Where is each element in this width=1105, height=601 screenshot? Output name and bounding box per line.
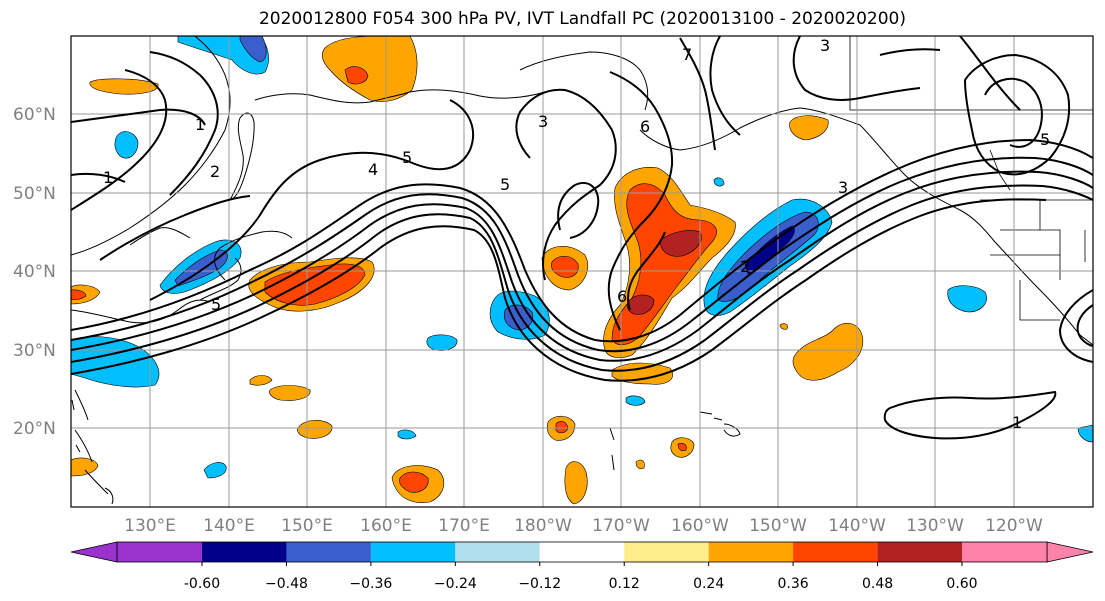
colorbar-segment [370,542,456,562]
positive-anomaly-core [344,66,369,85]
negative-anomaly-blob [203,462,227,479]
colorbar-tick-label: −0.12 [518,576,561,592]
pv-contours [71,36,1093,440]
positive-anomaly-core [399,471,429,493]
positive-anomaly-blob [779,323,788,330]
contour-label: 5 [402,148,412,167]
positive-anomaly-blob [71,457,99,477]
lon-label: 170°W [592,516,650,536]
contour-label: 1 [195,115,205,134]
negative-anomaly-core [239,36,267,63]
contour-label: 6 [640,117,650,136]
lat-label: 40°N [13,262,56,282]
colorbar-tick-label: 0.36 [778,576,809,592]
lat-label: 50°N [13,184,56,204]
colorbar-segment [962,542,1047,562]
colorbar-tick-label: −0.48 [265,576,308,592]
colorbar-segment [202,542,287,562]
positive-anomaly-blob [635,459,645,470]
contour-label: 1 [1012,413,1022,432]
positive-anomaly-blob [297,419,333,439]
negative-anomaly-blob [114,131,139,159]
lat-label: 20°N [13,419,56,439]
lon-label: 140°W [828,516,886,536]
contour-labels: 1 1 2 3 3 3 4 5 5 5 5 6 6 7 1 2 [103,36,1050,432]
contour-label: 1 [103,168,113,187]
contour-label: 3 [838,178,848,197]
negative-anomaly-blob [625,395,646,406]
contour-label: 2 [210,162,220,181]
lon-label: 140°E [203,516,255,536]
contour-label: 3 [538,112,548,131]
lat-label: 30°N [13,341,56,361]
colorbar-tick-label: 0.12 [609,576,640,592]
positive-anomaly-blob [249,375,273,386]
contour-label: 5 [1040,130,1050,149]
positive-anomaly-core [677,442,687,452]
colorbar-segment [117,542,202,562]
colorbar-tick-label: −0.24 [434,576,477,592]
colorbar-tick-label: 0.48 [862,576,893,592]
colorbar-segment [539,542,625,562]
colorbar: -0.60 −0.48 −0.36 −0.24 −0.12 0.12 0.24 0.36 0.4… [70,541,1094,592]
colorbar-extend-low [70,541,118,563]
colorbar-tick-label: −0.36 [349,576,392,592]
colorbar-segment [793,542,878,562]
negative-anomaly-blob [947,285,987,313]
lon-label: 150°W [749,516,807,536]
negative-anomaly-blob [397,429,417,440]
lat-label: 60°N [13,105,56,125]
islands [71,399,741,505]
positive-anomaly-blob [564,461,588,505]
political-borders [849,36,1093,321]
lon-label: 180°W [514,516,572,536]
colorbar-frame [116,541,1048,563]
contour-label: 3 [820,36,830,55]
contour-label: 4 [368,160,378,179]
contour-label: 5 [211,295,221,314]
graticule [71,36,1093,507]
lon-label: 160°E [360,516,412,536]
colorbar-extend-high [1046,541,1094,563]
contour-label: 7 [682,45,692,64]
positive-anomaly-blob [659,230,702,257]
negative-anomaly-blob [713,177,725,187]
colorbar-tick-label: 0.60 [946,576,977,592]
positive-anomaly-core [551,255,579,278]
colorbar-segment [455,542,540,562]
colorbar-tick-label: -0.60 [184,576,220,592]
contour-label: 5 [500,175,510,194]
lon-labels: 130°E 140°E 150°E 160°E 170°E 180°W 170°… [124,516,1043,536]
lon-label: 170°E [438,516,490,536]
colorbar-tick-label: 0.24 [693,576,724,592]
colorbar-segment [708,542,794,562]
lon-label: 160°W [671,516,729,536]
lon-label: 150°E [281,516,333,536]
lon-label: 120°W [985,516,1043,536]
positive-anomaly-blob [789,115,829,141]
negative-anomaly-blob [1077,424,1093,443]
lat-labels: 20°N 30°N 40°N 50°N 60°N [13,105,56,439]
positive-anomaly-blob [626,294,655,315]
lon-label: 130°W [906,516,964,536]
positive-anomaly-blob [269,385,311,401]
colorbar-segment [624,542,709,562]
positive-anomaly-blob [792,322,864,381]
colorbar-segment [877,542,962,562]
negative-anomaly-blob [426,334,458,351]
contour-label: 6 [617,287,627,306]
map-frame [70,35,1094,508]
lon-label: 130°E [124,516,176,536]
colorbar-segment [286,542,371,562]
map-plot-area: 1 1 2 3 3 3 4 5 5 5 5 6 6 7 1 2 [71,36,1093,507]
contour-label: 2 [740,257,750,276]
map-title: 2020012800 F054 300 hPa PV, IVT Landfall… [258,9,906,29]
coastlines [71,36,1093,495]
positive-anomaly-core [71,289,87,300]
